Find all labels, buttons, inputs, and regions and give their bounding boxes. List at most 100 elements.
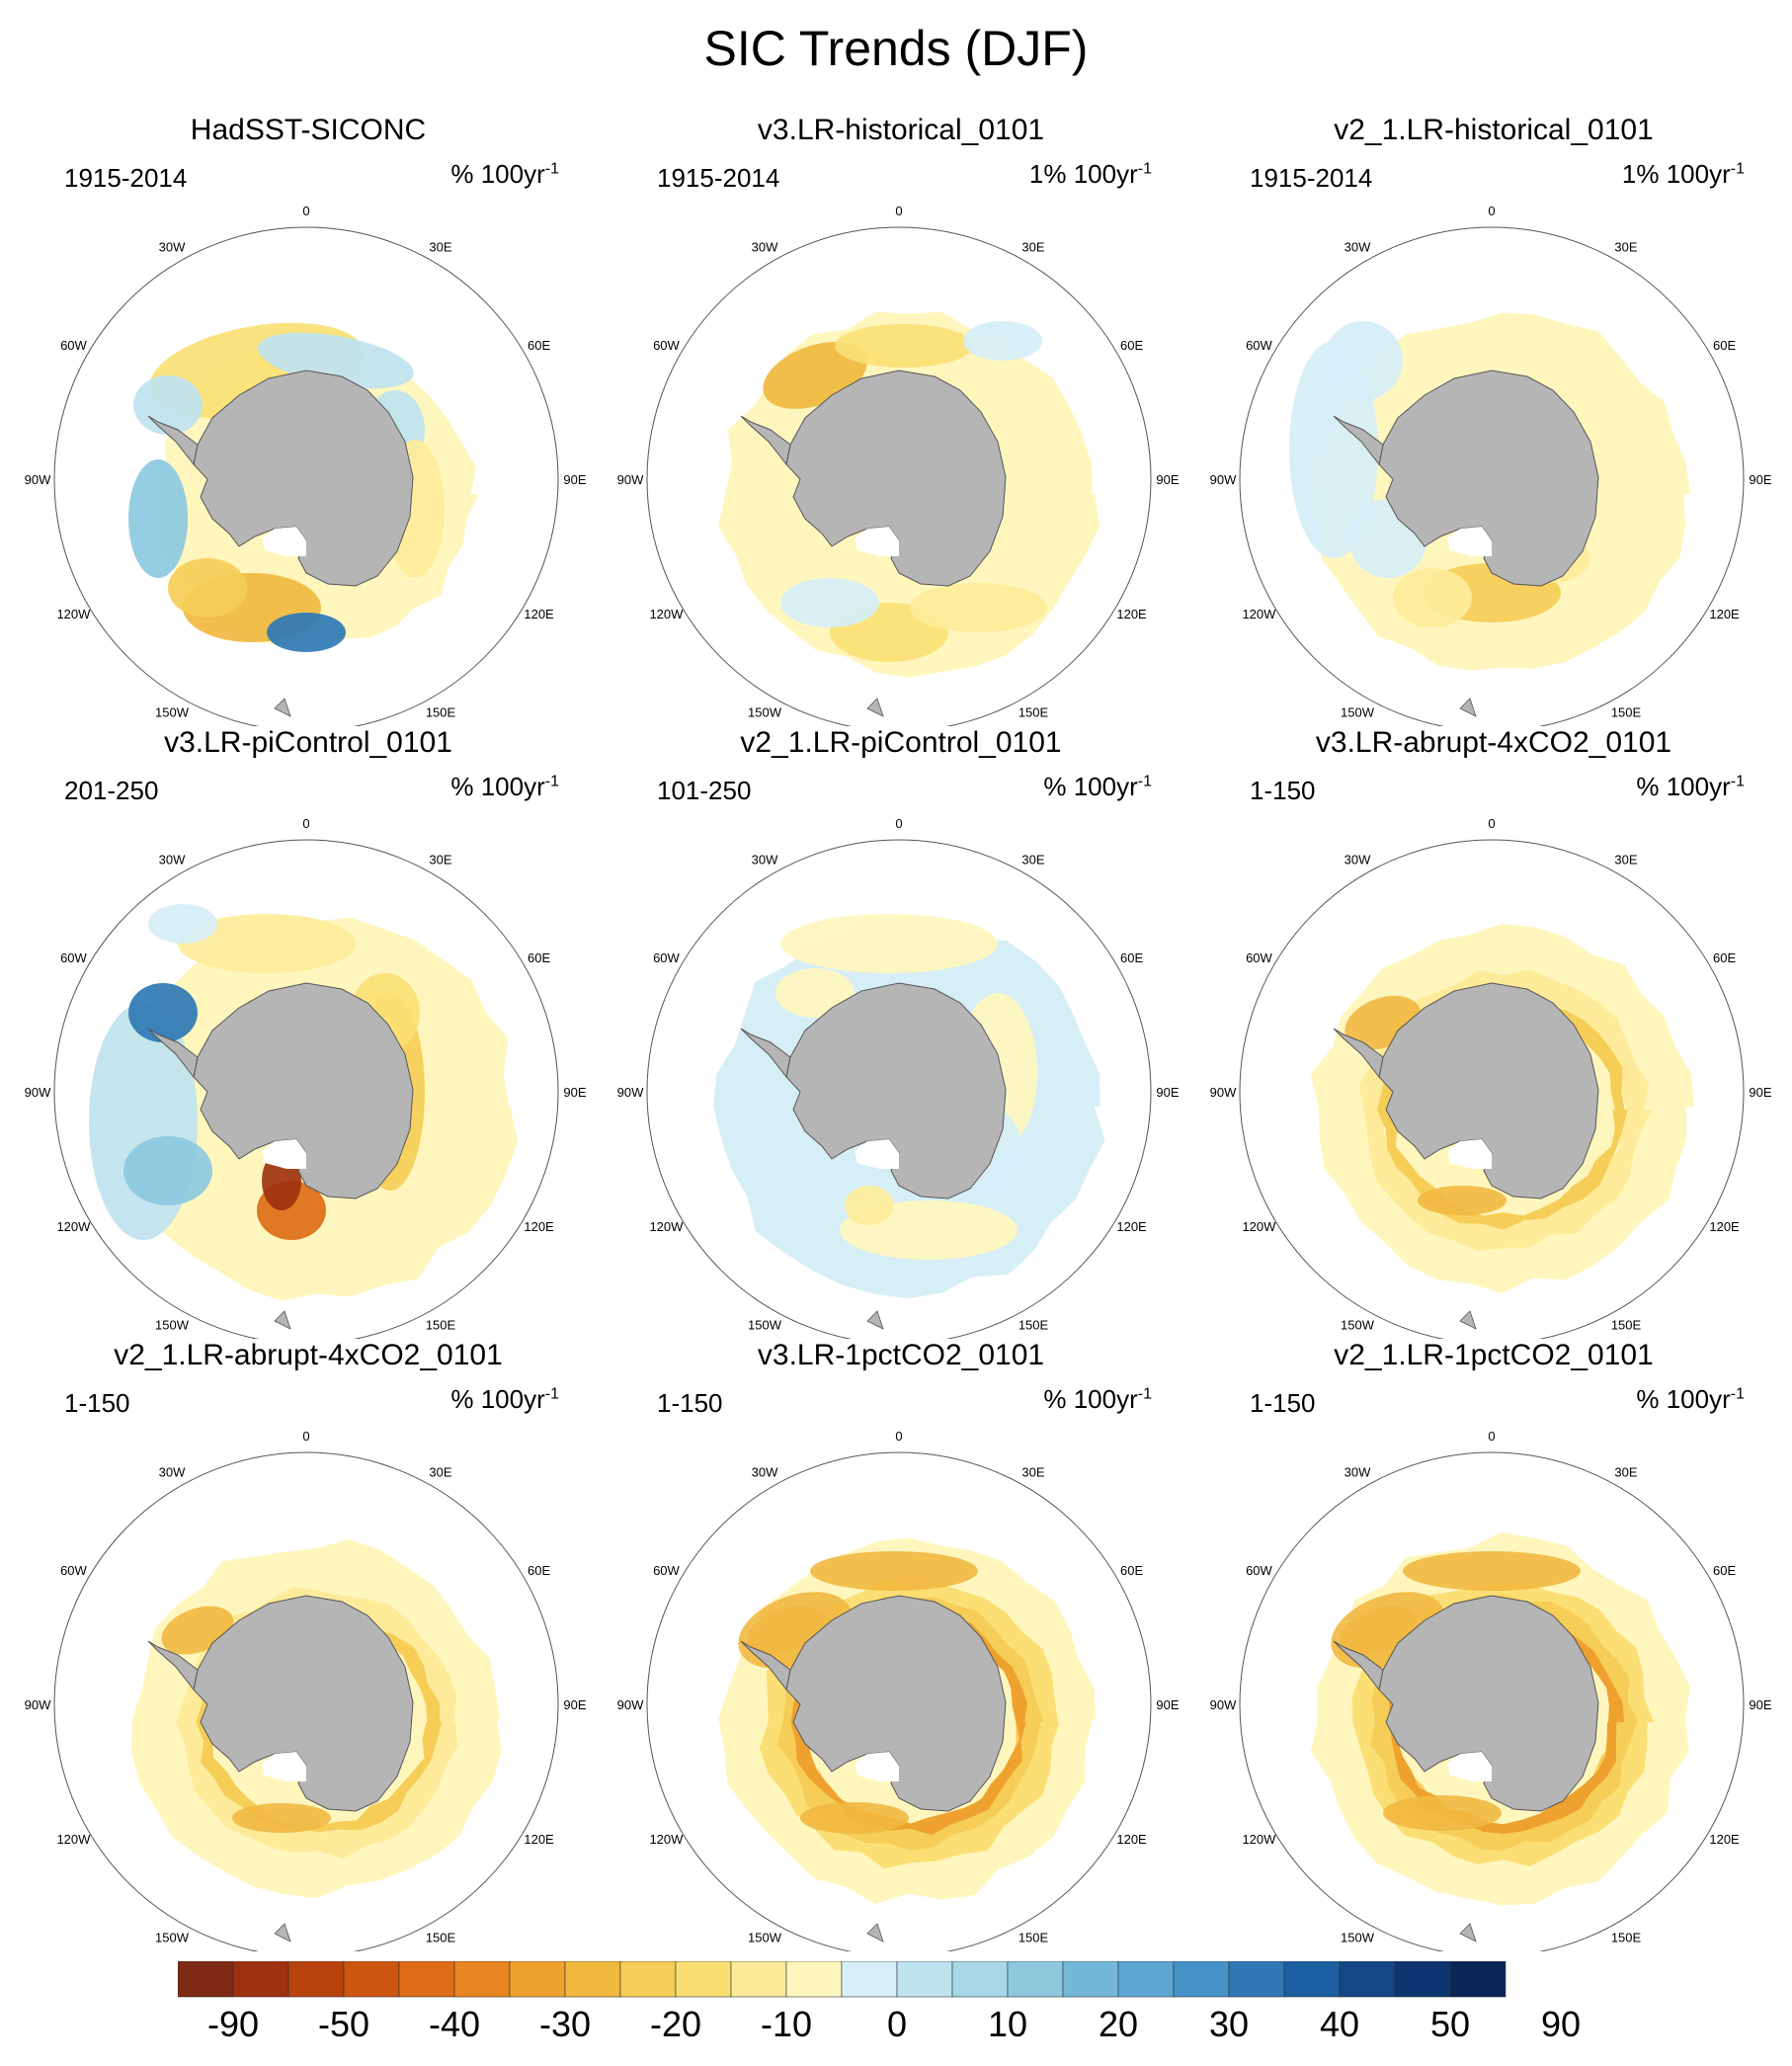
island: [1724, 929, 1730, 935]
new-zealand-tip: [1459, 1923, 1477, 1942]
longitude-label: 0: [895, 816, 902, 831]
antarctica-landmass: [785, 1595, 1007, 1812]
map-panel: v2_1.LR-historical_0101 1915-2014 1% 100yr…: [1195, 114, 1792, 726]
new-zealand-tip: [1459, 1310, 1477, 1330]
longitude-label: 60E: [1713, 338, 1736, 353]
colorbar-bin: [1062, 1961, 1119, 1998]
polar-map: 030E60E90E120E150E180150W120W90W60W30W: [617, 816, 1180, 1339]
longitude-label: 120W: [649, 607, 684, 621]
trend-anomaly: [775, 968, 855, 1018]
longitude-label: 90E: [1156, 1085, 1179, 1100]
colorbar-bin: [1117, 1961, 1175, 1998]
polar-map: 030E60E90E120E150E180150W120W90W60W30W: [617, 1429, 1180, 1951]
trend-anomaly: [845, 1186, 894, 1225]
longitude-label: 60E: [1120, 950, 1143, 965]
longitude-label: 150W: [1341, 705, 1375, 720]
colorbar-bin: [1228, 1961, 1285, 1998]
antarctica-landmass: [193, 1595, 414, 1812]
antarctica-landmass: [193, 370, 414, 587]
longitude-label: 30W: [752, 852, 778, 867]
new-zealand-tip: [866, 1310, 884, 1330]
map-boundary: [53, 226, 559, 726]
colorbar-label: 30: [1209, 2004, 1249, 2044]
longitude-label: 60W: [653, 1563, 680, 1578]
colorbar-bin: [287, 1961, 345, 1998]
island: [1724, 1541, 1730, 1547]
trend-anomaly: [1383, 1795, 1502, 1831]
panel-unit: % 100yr-1: [1043, 772, 1152, 801]
colorbar-label: -30: [539, 2004, 591, 2044]
longitude-label: 30W: [752, 1464, 778, 1479]
trend-anomaly: [128, 459, 188, 578]
panel-period: 1-150: [64, 1388, 130, 1418]
longitude-label: 90W: [1210, 1697, 1237, 1712]
longitude-label: 90E: [563, 1697, 586, 1712]
colorbar-bin: [1394, 1961, 1451, 1998]
trend-anomaly: [1418, 1186, 1507, 1215]
trend-anomaly: [89, 1003, 198, 1240]
island: [1277, 1517, 1287, 1527]
longitude-label: 0: [302, 1429, 309, 1444]
antarctica-landmass: [785, 982, 1007, 1199]
island: [1724, 316, 1730, 322]
longitude-label: 90W: [25, 1085, 51, 1100]
polar-map: 030E60E90E120E150E180150W120W90W60W30W: [25, 816, 587, 1339]
new-zealand-tip: [274, 1310, 291, 1330]
island: [1277, 291, 1287, 301]
panel-unit: % 100yr-1: [1636, 1384, 1745, 1414]
trend-anomaly: [780, 578, 879, 627]
longitude-label: 150E: [426, 705, 456, 720]
colorbar-label: -90: [207, 2004, 259, 2044]
longitude-label: 120W: [649, 1219, 684, 1234]
longitude-label: 0: [895, 204, 902, 218]
island: [685, 904, 694, 914]
trend-anomaly: [800, 1802, 909, 1834]
island: [1131, 929, 1137, 935]
longitude-label: 30W: [159, 1464, 186, 1479]
trend-anomaly: [1324, 321, 1403, 400]
longitude-label: 60E: [1120, 338, 1143, 353]
map-panel: v3.LR-abrupt-4xCO2_0101 1-150 % 100yr-1 0 30…: [1195, 726, 1792, 1339]
new-zealand-tip: [274, 1923, 291, 1942]
panel-period: 1915-2014: [657, 163, 780, 193]
colorbar-label: -10: [761, 2004, 812, 2044]
longitude-label: 30E: [429, 852, 451, 867]
longitude-label: 150W: [748, 705, 782, 720]
new-zealand-tip: [866, 1923, 884, 1942]
island: [685, 291, 694, 301]
longitude-label: 120E: [1709, 607, 1740, 621]
polar-map: 030E60E90E120E150E180150W120W90W60W30W: [1210, 816, 1772, 1339]
longitude-label: 30W: [159, 852, 186, 867]
longitude-label: 60W: [60, 950, 87, 965]
longitude-label: 90E: [1749, 472, 1771, 487]
trend-anomaly: [178, 914, 356, 973]
colorbar-bin: [398, 1961, 455, 1998]
trend-anomaly: [1340, 1606, 1417, 1655]
island: [538, 929, 544, 935]
colorbar-bin: [453, 1961, 511, 1998]
ice-shelf: [855, 527, 899, 556]
antarctic-peninsula: [1333, 1028, 1384, 1079]
south-america-tip: [647, 310, 648, 357]
longitude-label: 30E: [1021, 239, 1044, 254]
antarctica-landmass: [193, 982, 414, 1199]
antarctica-landmass: [785, 370, 1007, 587]
ice-shelf: [1447, 1752, 1492, 1781]
panel-unit: 1% 100yr-1: [1621, 159, 1745, 189]
trend-anomaly: [232, 1803, 331, 1833]
colorbar-label: -40: [429, 2004, 480, 2044]
south-america-tip: [647, 923, 648, 969]
panel-period: 1915-2014: [64, 163, 188, 193]
south-america-tip: [54, 923, 55, 969]
ice-shelf: [1447, 1139, 1492, 1169]
longitude-label: 120W: [1242, 607, 1276, 621]
longitude-label: 90W: [1210, 1085, 1237, 1100]
longitude-label: 0: [302, 204, 309, 218]
map-boundary: [646, 839, 1152, 1339]
map-panel: v3.LR-historical_0101 1915-2014 1% 100yr-1…: [603, 114, 1199, 726]
longitude-label: 150W: [748, 1931, 782, 1945]
panel-title: v3.LR-piControl_0101: [164, 726, 452, 759]
ice-shelf: [262, 1752, 306, 1781]
antarctica-landmass: [1378, 370, 1599, 587]
panel-period: 1-150: [1250, 776, 1316, 805]
